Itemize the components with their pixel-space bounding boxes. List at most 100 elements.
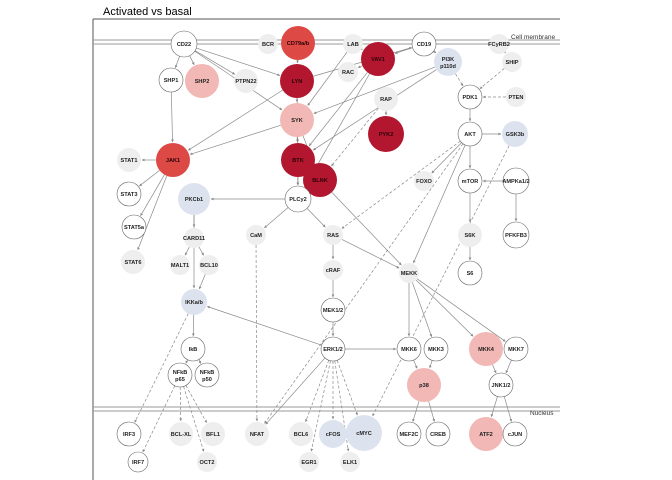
node-label: IKKa/b (185, 300, 203, 306)
node-stat5a: STAT5a (121, 214, 147, 240)
node-label: BCL10 (200, 263, 218, 269)
node-jnk12: JNK1/2 (488, 372, 514, 398)
node-label: cFOS (326, 432, 341, 438)
node-label: BTK (292, 158, 304, 164)
node-creb: CREB (425, 421, 451, 447)
node-circle (368, 116, 404, 152)
node-label: LAB (347, 42, 359, 48)
node-label: S6 (467, 271, 474, 277)
node-elk1: ELK1 (340, 452, 360, 472)
node-circle (117, 148, 141, 172)
node-label: NFkB (173, 370, 188, 376)
node-label: PI3K (442, 57, 454, 63)
node-label: CD22 (177, 42, 191, 48)
node-circle (425, 421, 451, 447)
node-blnk: BLNK (303, 163, 337, 197)
node-circle (280, 103, 314, 137)
edge-akt-to-mekk (413, 144, 466, 264)
node-label: FCyRB2 (488, 42, 510, 48)
node-label: FOXO (416, 179, 432, 185)
node-circle (323, 225, 343, 245)
node-mkk7: MKK7 (503, 336, 529, 362)
node-mek12: MEK1/2 (320, 297, 346, 323)
node-circle (281, 143, 315, 177)
cell-membrane-label: Cell membrane (511, 34, 555, 41)
node-label: SHP2 (195, 79, 210, 85)
node-circle (181, 289, 207, 315)
edge-jak1-to-stat6 (137, 175, 168, 251)
node-circle (399, 263, 419, 283)
node-lab: LAB (343, 34, 363, 54)
node-circle (407, 368, 441, 402)
node-label: MEF2C (400, 432, 419, 438)
node-nfat: NFAT (245, 422, 269, 446)
node-label: STAT5a (124, 225, 145, 231)
node-craf: cRAF (323, 260, 343, 280)
node-circle (284, 185, 312, 213)
node-circle (396, 336, 422, 362)
edge-jnk12-to-atf2 (490, 396, 498, 418)
edge-nfkbp65-to-bclxl (179, 386, 183, 422)
node-circle (245, 422, 269, 446)
node-circle (169, 422, 193, 446)
edge-mkk6-to-p38 (413, 359, 418, 369)
edge-erk12-to-nfat (265, 357, 326, 425)
node-label: BFL1 (206, 432, 220, 438)
edge-pi3k-to-syk (313, 66, 436, 114)
node-label: SHP1 (164, 78, 179, 84)
node-p38: p38 (407, 368, 441, 402)
node-circle (323, 260, 343, 280)
node-circle (434, 48, 462, 76)
edge-cd22-to-ptpn22 (194, 50, 236, 75)
node-bclxl: BCL-XL (169, 422, 193, 446)
edge-pi3k-to-btk (312, 69, 437, 151)
node-label: STAT3 (121, 192, 138, 198)
edge-erk12-to-egr1 (310, 360, 331, 452)
node-circle (320, 336, 346, 362)
node-circle (346, 415, 382, 451)
node-circle (116, 181, 142, 207)
node-ptpn22: PTPN22 (234, 69, 258, 93)
node-circle (280, 64, 314, 98)
node-circle (201, 422, 225, 446)
node-label: ATF2 (479, 432, 493, 438)
node-circle (457, 260, 483, 286)
node-label: IRF7 (132, 460, 144, 466)
node-gsk3b: GSK3b (502, 121, 528, 147)
edge-blnk-to-mekk (331, 192, 402, 266)
node-circle (170, 30, 198, 58)
nuclear-membrane (93, 406, 560, 412)
edge-jak1-to-stat5a (140, 174, 165, 217)
node-label: CaM (250, 233, 262, 239)
node-rac: RAC (338, 62, 358, 82)
edge-cd22-to-shp1 (174, 56, 180, 69)
edge-p38-to-creb (428, 401, 436, 422)
node-label: SYK (291, 118, 303, 124)
node-circle (411, 31, 437, 57)
node-label: ELK1 (343, 460, 357, 466)
edge-nfkbp65-to-irf7 (142, 385, 176, 453)
node-fcyrb2: FCyRB2 (488, 34, 510, 54)
node-label: BCL-XL (171, 432, 192, 438)
node-label: VAV1 (371, 57, 385, 63)
node-circle (158, 67, 184, 93)
node-label: cMYC (356, 431, 372, 437)
node-atf2: ATF2 (469, 417, 503, 451)
node-circle (457, 84, 483, 110)
node-circle (246, 225, 266, 245)
node-lyn: LYN (280, 64, 314, 98)
node-circle (234, 69, 258, 93)
edge-fcyrb2-to-ship (502, 50, 506, 54)
node-rap: RAP (374, 87, 398, 111)
node-label: RAP (380, 97, 392, 103)
node-cjun: cJUN (502, 421, 528, 447)
edge-cd19-to-vav1 (394, 47, 413, 54)
edge-ikb-to-nfkbp50 (198, 359, 202, 364)
edge-card11-to-malt1 (184, 246, 190, 256)
node-label: p65 (175, 377, 185, 383)
node-circle (502, 167, 530, 195)
node-label: NFkB (200, 370, 215, 376)
node-erk12: ERK1/2 (320, 336, 346, 362)
